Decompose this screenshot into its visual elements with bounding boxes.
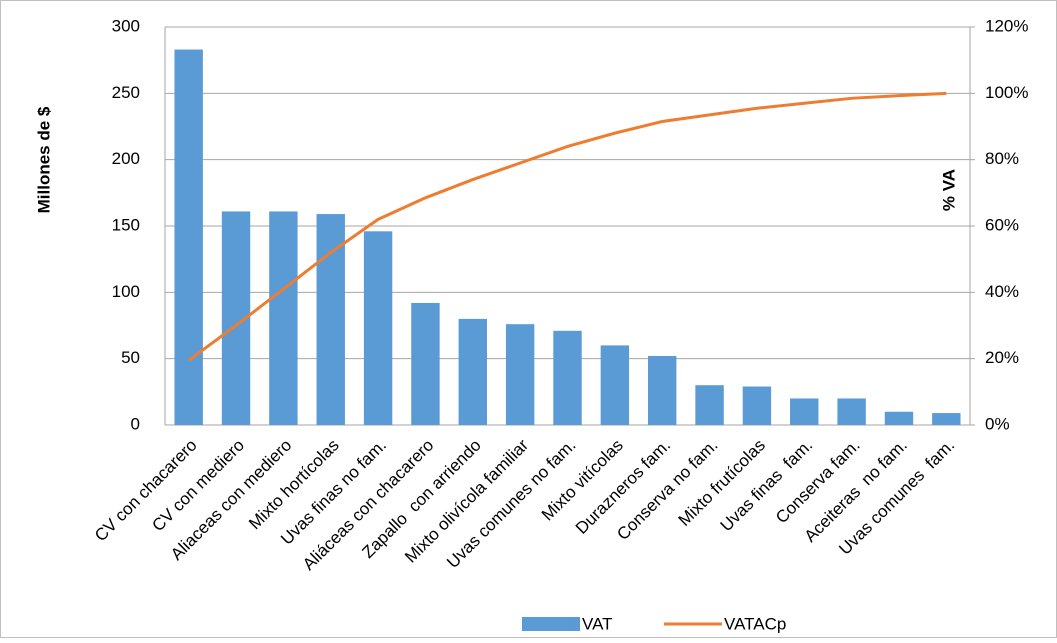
y2-tick-label: 100% xyxy=(985,83,1028,102)
bar xyxy=(932,413,961,425)
y-tick-label: 300 xyxy=(112,16,140,35)
y-tick-label: 50 xyxy=(121,348,140,367)
y2-axis-label: % VA xyxy=(939,169,958,211)
bar xyxy=(695,385,724,425)
bar xyxy=(790,398,819,425)
y2-tick-label: 0% xyxy=(985,414,1010,433)
y2-tick-label: 60% xyxy=(985,215,1019,234)
y-tick-label: 100 xyxy=(112,282,140,301)
bar xyxy=(553,330,582,425)
y-axis-label: Millones de $ xyxy=(34,106,53,213)
legend-swatch xyxy=(522,617,580,631)
bar xyxy=(600,345,630,425)
y-tick-label: 150 xyxy=(112,215,140,234)
bar xyxy=(458,318,487,425)
y2-tick-label: 120% xyxy=(985,16,1028,35)
bar xyxy=(316,214,345,425)
y2-tick-label: 80% xyxy=(985,149,1019,168)
bar xyxy=(648,356,677,425)
bar xyxy=(742,386,772,425)
bar xyxy=(505,324,535,425)
bar xyxy=(269,211,298,425)
bar xyxy=(837,398,866,425)
legend-label: VAT xyxy=(582,614,613,633)
bar xyxy=(884,411,914,425)
y-tick-label: 200 xyxy=(112,149,140,168)
y2-tick-label: 20% xyxy=(985,348,1019,367)
bar xyxy=(174,49,203,425)
y2-tick-label: 40% xyxy=(985,282,1019,301)
legend-label: VATACp xyxy=(724,614,786,633)
bar xyxy=(363,231,393,425)
line xyxy=(187,91,947,362)
bar xyxy=(411,302,440,425)
y-tick-label: 0 xyxy=(131,414,140,433)
y-tick-label: 250 xyxy=(112,83,140,102)
